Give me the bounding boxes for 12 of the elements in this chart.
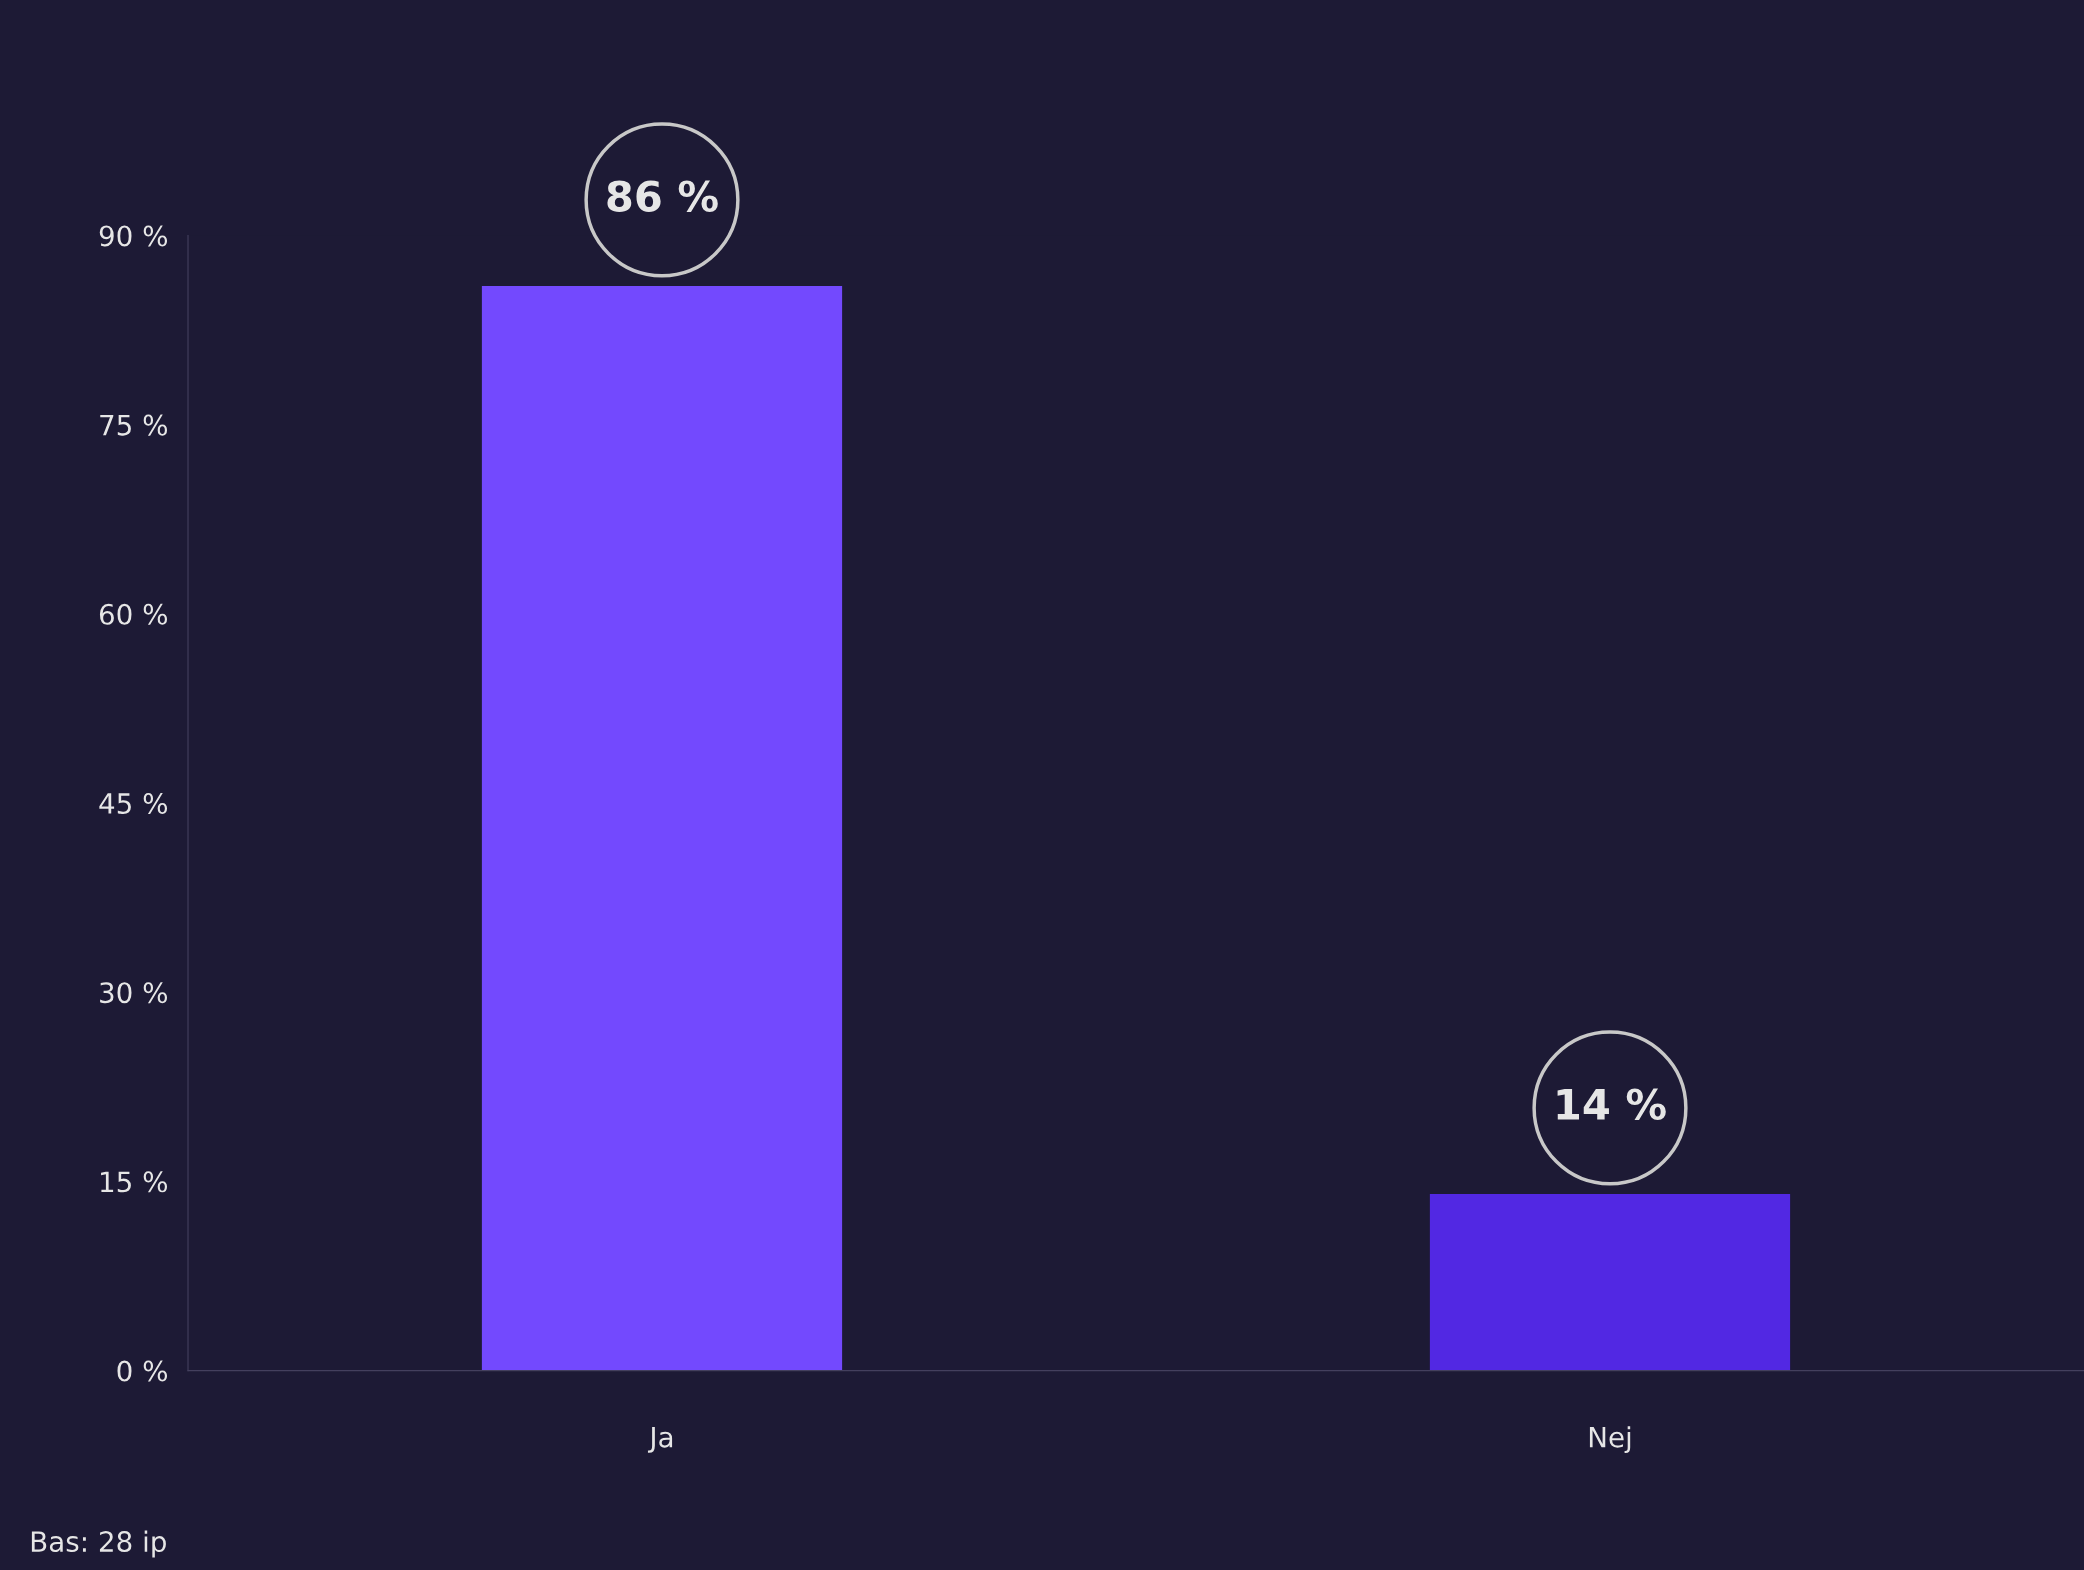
data-label: 14 % [1557,1088,1666,1121]
y-tick-label: 90 % [99,225,168,247]
text: Bas: 28 ip [31,1530,166,1558]
x-tick-label: Nej [1589,1426,1631,1454]
y-tick-label: 15 % [101,1171,168,1193]
data-label: 86 % [607,180,718,212]
y-tick-label: 60 % [99,603,168,625]
y-tick-label: 45 % [99,792,168,814]
y-tick-label: 75 % [100,414,168,436]
y-tick-label: 30 % [100,982,168,1004]
y-tick-label: 0 % [117,1360,168,1382]
x-tick-label: Ja [647,1427,673,1453]
